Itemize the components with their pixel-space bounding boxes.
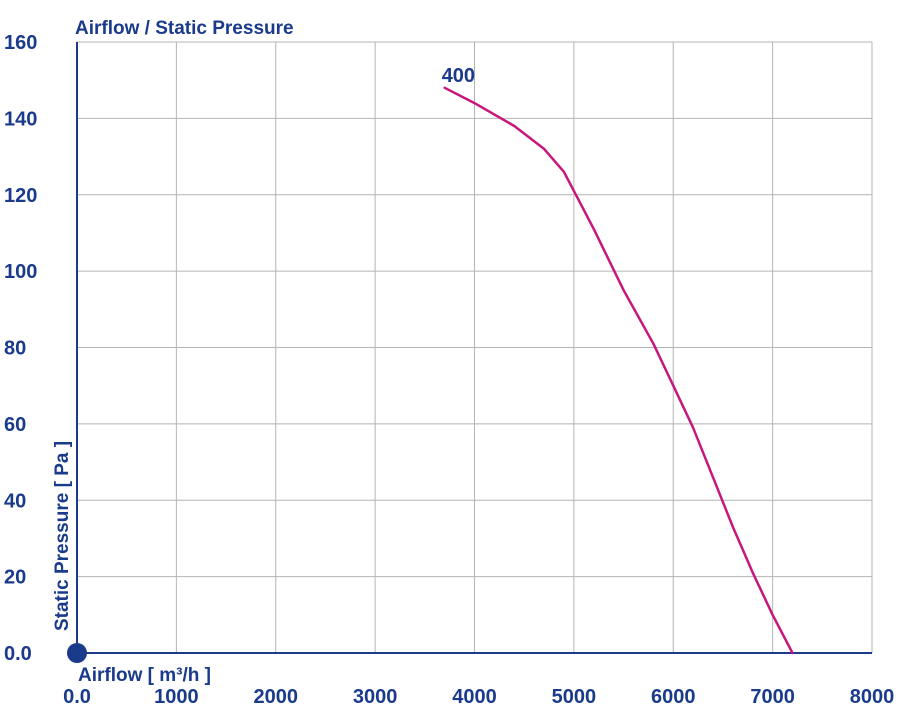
x-tick-label: 8000 [850, 686, 895, 708]
chart-title: Airflow / Static Pressure [75, 18, 294, 39]
y-tick-label: 160 [4, 32, 37, 54]
series-line-400 [443, 86, 794, 655]
y-tick-label: 140 [4, 108, 37, 130]
x-tick-label: 7000 [750, 686, 795, 708]
series-layer: 400 [442, 65, 794, 655]
x-tick-label: 5000 [552, 686, 597, 708]
x-tick-label: 2000 [254, 686, 299, 708]
y-tick-label: 40 [4, 490, 26, 512]
y-tick-label: 20 [4, 567, 26, 589]
y-tick-label: 0.0 [4, 643, 32, 665]
x-tick-label: 6000 [651, 686, 696, 708]
y-axis-label: Static Pressure [ Pa ] [52, 441, 73, 631]
series-label-400: 400 [442, 65, 475, 87]
origin-marker [67, 643, 87, 663]
x-tick-label: 1000 [154, 686, 199, 708]
y-tick-label: 80 [4, 338, 26, 360]
tick-layer: 0.0 1000 2000 3000 4000 5000 6000 7000 8000 0.0 20… [4, 32, 894, 708]
x-tick-label: 0.0 [63, 686, 91, 708]
y-tick-label: 120 [4, 185, 37, 207]
grid-layer [77, 41, 873, 653]
x-tick-label: 3000 [353, 686, 398, 708]
y-tick-label: 100 [4, 261, 37, 283]
x-axis-label: Airflow [ m³/h ] [78, 665, 211, 686]
axis-layer [76, 42, 872, 654]
x-tick-label: 4000 [452, 686, 497, 708]
y-tick-label: 60 [4, 414, 26, 436]
